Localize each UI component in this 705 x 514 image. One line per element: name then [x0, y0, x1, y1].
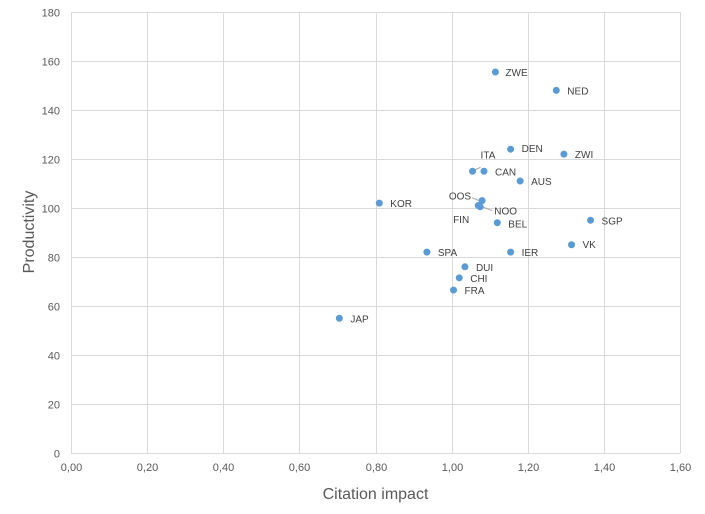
data-point-spa [423, 248, 431, 256]
data-point-zwe [491, 68, 499, 76]
data-point-can [480, 167, 488, 175]
data-label-can: CAN [495, 167, 516, 178]
data-labels: ZWE NED DEN ZWI ITA CAN AUS OOS NOO KOR FIN BEL SGP V… [350, 68, 623, 325]
y-tick-label: 160 [42, 57, 60, 69]
x-tick-label: 0,20 [137, 462, 158, 474]
data-point-bel [493, 219, 501, 227]
data-label-bel: BEL [508, 220, 527, 231]
gridlines [71, 12, 681, 454]
data-point-fin [476, 203, 484, 211]
data-label-ned: NED [567, 86, 588, 97]
x-tick-label: 1,40 [594, 462, 615, 474]
data-point-kor [375, 199, 383, 207]
data-label-den: DEN [522, 144, 543, 155]
x-tick-label: 1,60 [670, 462, 691, 474]
leader-line [471, 197, 480, 202]
x-tick-label: 0,40 [213, 462, 234, 474]
data-point-dui [461, 263, 469, 271]
y-tick-label: 60 [48, 302, 60, 314]
y-tick-label: 80 [48, 253, 60, 265]
data-point-den [507, 145, 515, 153]
x-tick-label: 0,00 [61, 462, 82, 474]
data-label-dui: DUI [476, 263, 493, 274]
x-tick-label: 1,00 [442, 462, 463, 474]
data-point-ita [469, 167, 477, 175]
data-label-sgp: SGP [602, 216, 623, 227]
data-points [335, 68, 595, 322]
data-label-vk: VK [583, 240, 597, 251]
x-tick-label: 1,20 [518, 462, 539, 474]
data-point-ned [552, 86, 560, 94]
y-tick-label: 100 [42, 204, 60, 216]
x-tick-label: 0,60 [289, 462, 310, 474]
data-point-zwi [560, 150, 568, 158]
data-point-fra [450, 286, 458, 294]
y-tick-label: 0 [54, 449, 60, 461]
data-label-spa: SPA [438, 248, 458, 259]
data-point-ier [507, 248, 515, 256]
data-label-ier: IER [522, 248, 539, 259]
data-point-sgp [587, 216, 595, 224]
y-axis-title: Productivity [21, 191, 38, 274]
data-point-aus [516, 177, 524, 185]
x-axis-title: Citation impact [323, 486, 429, 503]
y-tick-label: 20 [48, 400, 60, 412]
y-tick-label: 180 [42, 8, 60, 20]
y-tick-label: 40 [48, 351, 60, 363]
data-label-fin: FIN [453, 215, 469, 226]
y-axis-ticks: 0 20 40 60 80 100 120 140 160 180 [42, 8, 60, 461]
data-point-chi [455, 274, 463, 282]
data-point-vk [568, 241, 576, 249]
plot-area [71, 12, 680, 453]
data-label-oos: OOS [449, 192, 472, 203]
data-label-fra: FRA [465, 286, 485, 297]
y-tick-label: 140 [42, 106, 60, 118]
data-label-noo: NOO [494, 207, 517, 218]
data-label-aus: AUS [531, 177, 552, 188]
data-label-jap: JAP [350, 314, 369, 325]
x-axis-ticks: 0,00 0,20 0,40 0,60 0,80 1,00 1,20 1,40 1,60 [61, 462, 691, 474]
data-point-jap [335, 314, 343, 322]
y-tick-label: 120 [42, 155, 60, 167]
data-label-kor: KOR [390, 199, 412, 210]
x-tick-label: 0,80 [366, 462, 387, 474]
data-point-oos [478, 197, 486, 205]
data-label-chi: CHI [470, 274, 487, 285]
data-label-zwi: ZWI [575, 150, 593, 161]
data-label-ita: ITA [481, 150, 496, 161]
data-label-zwe: ZWE [505, 68, 528, 79]
